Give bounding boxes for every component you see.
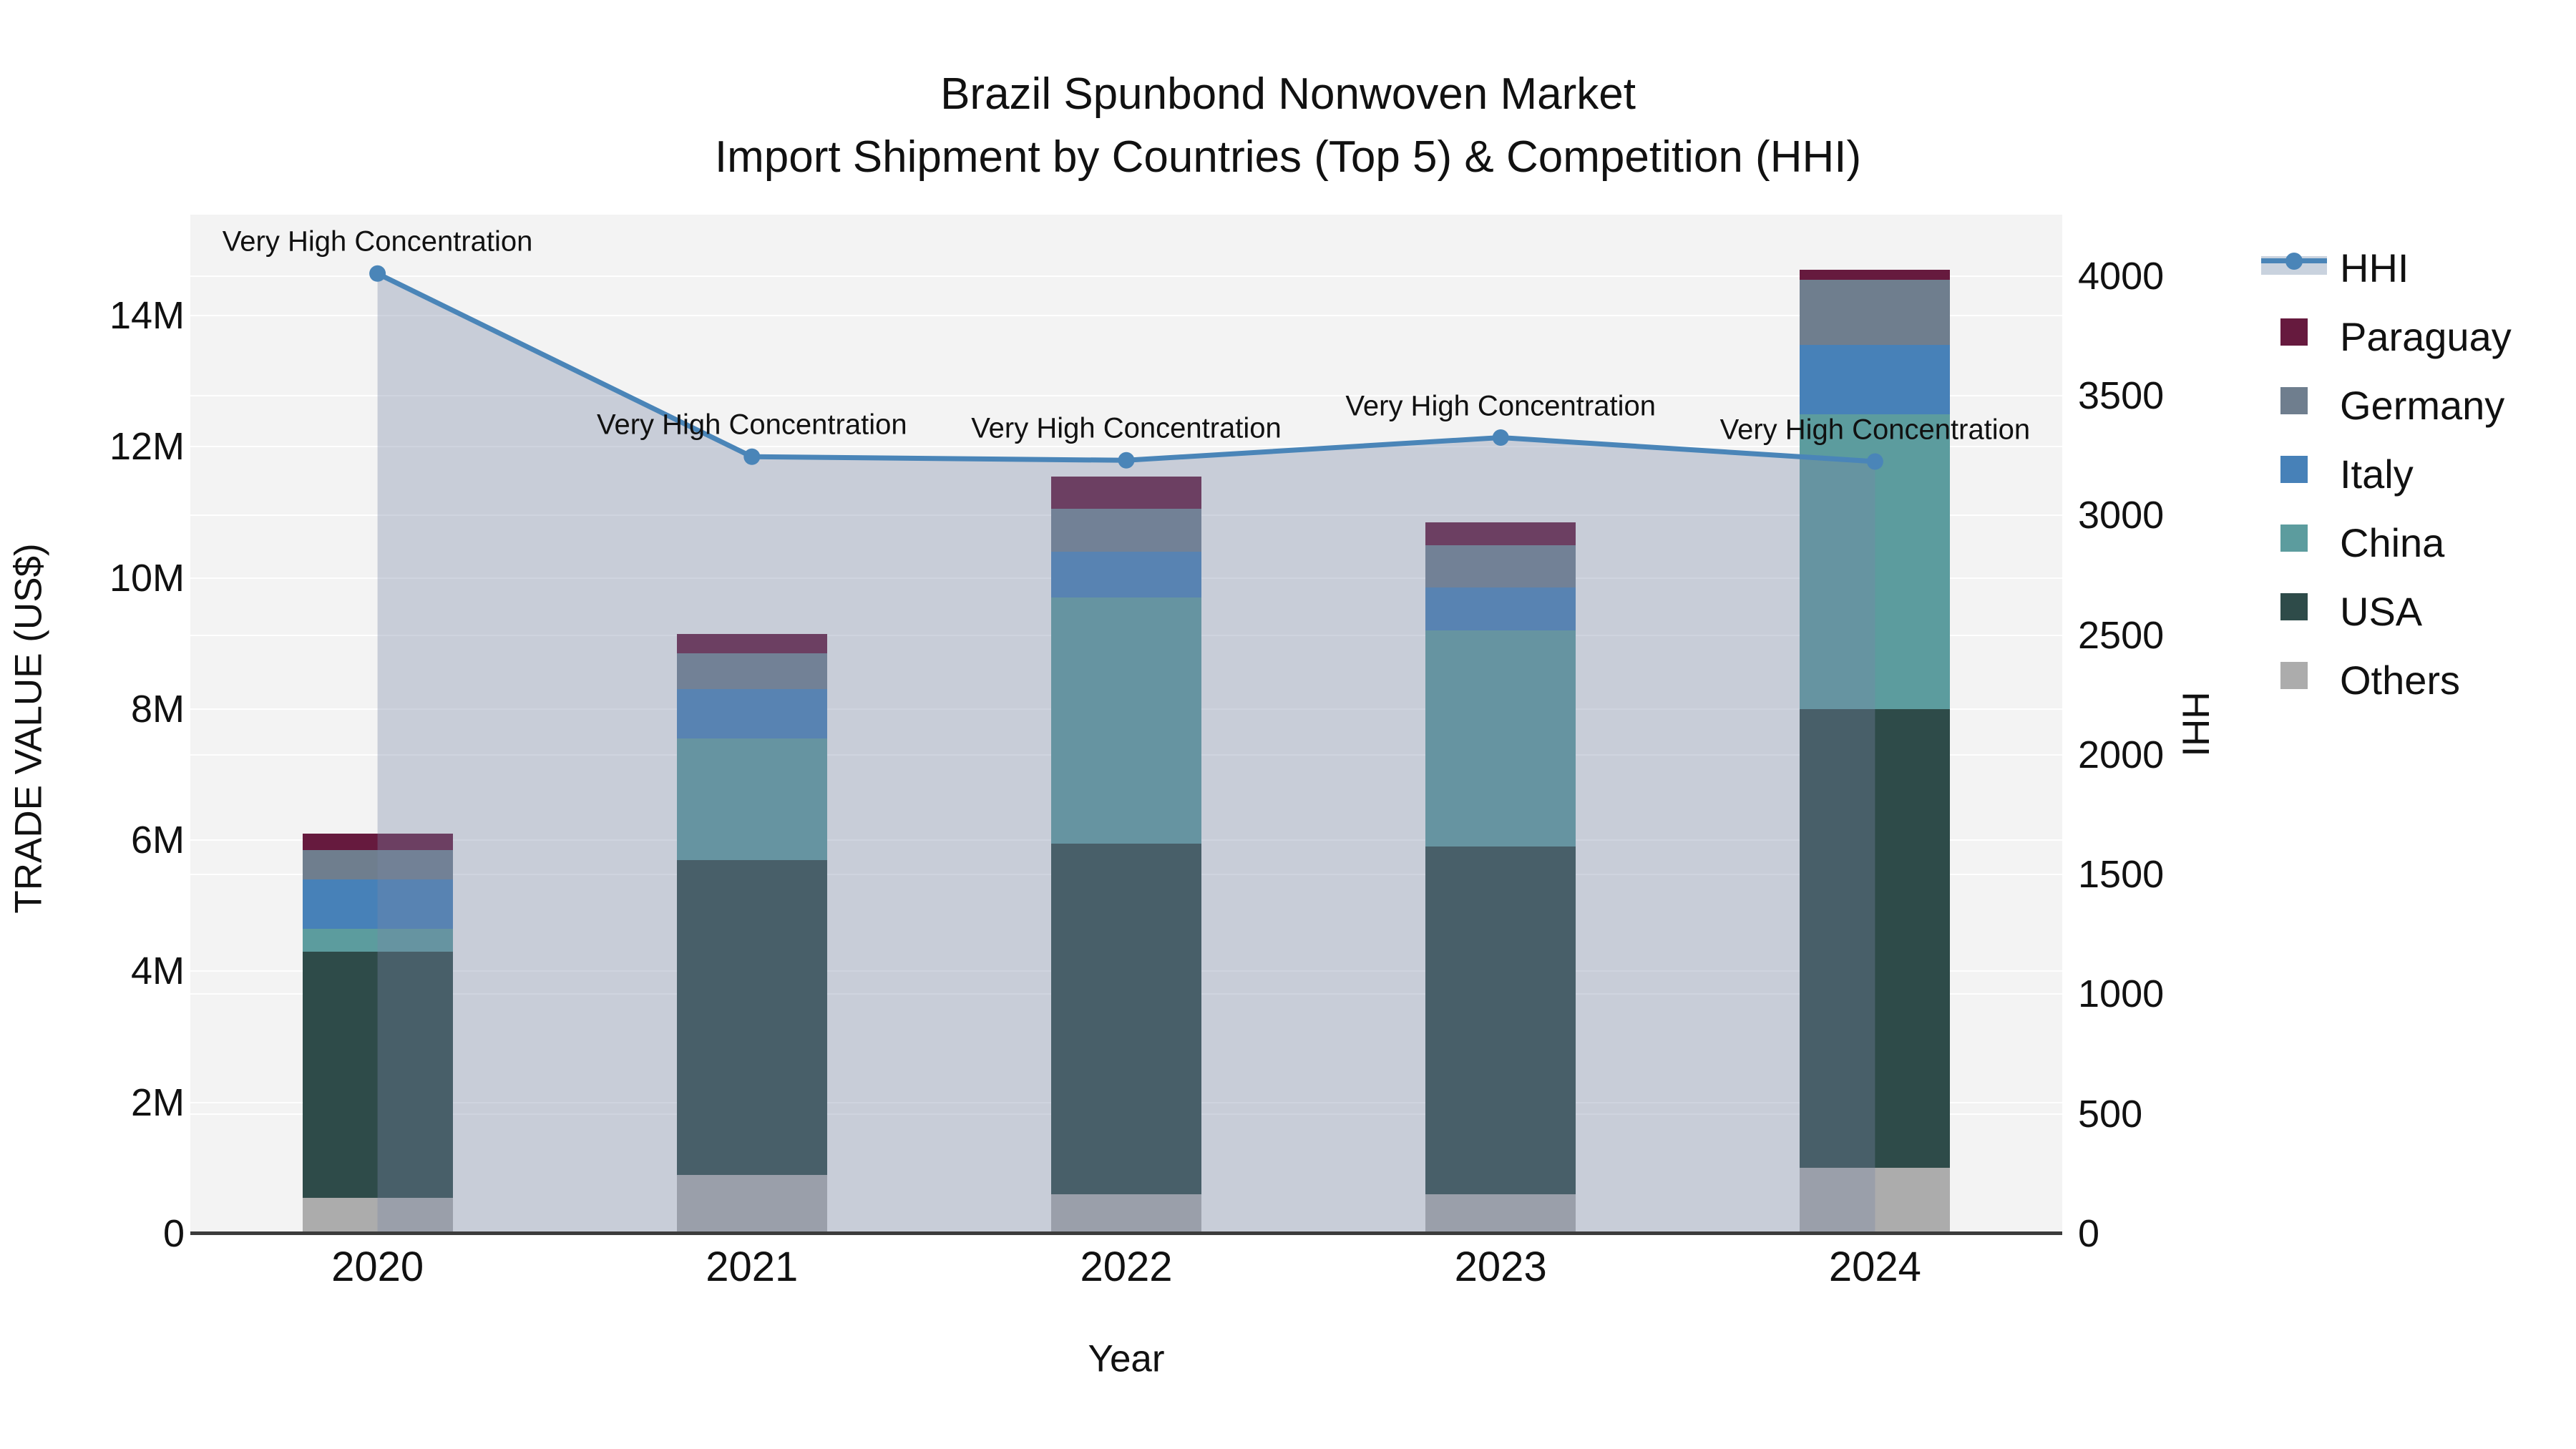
- bar-segment-paraguay-2022[interactable]: [1051, 476, 1201, 509]
- bar-segment-paraguay-2023[interactable]: [1425, 522, 1576, 545]
- y-left-tick-14M: 14M: [109, 294, 185, 338]
- y-right-tick-3000: 3000: [2078, 494, 2165, 537]
- legend-label-others: Others: [2340, 658, 2461, 703]
- gridline-right-3500: [190, 394, 2062, 396]
- y-left-tick-2M: 2M: [130, 1080, 185, 1124]
- y-left-tick-10M: 10M: [109, 556, 185, 600]
- bar-segment-paraguay-2021[interactable]: [676, 633, 827, 654]
- bar-segment-usa-2023[interactable]: [1425, 847, 1576, 1194]
- bar-segment-china-2023[interactable]: [1425, 630, 1576, 847]
- x-tick-2022: 2022: [1080, 1244, 1173, 1290]
- annotation-2024: Very High Concentration: [1719, 414, 2031, 446]
- bar-segment-others-2020[interactable]: [302, 1197, 453, 1234]
- y-right-tick-1000: 1000: [2078, 972, 2165, 1016]
- bar-segment-usa-2021[interactable]: [676, 859, 827, 1175]
- legend-label-italy: Italy: [2340, 452, 2414, 497]
- legend-label-china: China: [2340, 520, 2445, 565]
- legend-swatch-italy: [2280, 456, 2308, 483]
- y-left-tick-0: 0: [162, 1212, 185, 1255]
- chart-title-line1: Brazil Spunbond Nonwoven Market: [940, 69, 1636, 119]
- legend-swatch-others: [2280, 662, 2308, 689]
- bar-segment-germany-2024[interactable]: [1800, 279, 1951, 346]
- bar-segment-others-2022[interactable]: [1051, 1194, 1201, 1234]
- bar-segment-germany-2023[interactable]: [1425, 545, 1576, 588]
- bar-segment-usa-2022[interactable]: [1051, 843, 1201, 1194]
- x-tick-2024: 2024: [1828, 1244, 1921, 1290]
- y-left-tick-8M: 8M: [130, 687, 185, 731]
- y-right-tick-4000: 4000: [2078, 254, 2165, 298]
- legend-swatch-paraguay: [2280, 318, 2308, 346]
- y-axis-left-title: TRADE VALUE (US$): [7, 543, 50, 914]
- bar-segment-paraguay-2024[interactable]: [1800, 269, 1951, 280]
- legend-swatch-china: [2280, 525, 2308, 552]
- gridline-right-4000: [190, 275, 2062, 277]
- hhi-legend-dot: [2285, 253, 2303, 270]
- legend-swatch-usa: [2280, 593, 2308, 620]
- x-tick-2021: 2021: [706, 1244, 799, 1290]
- hhi-legend-marker: [2261, 253, 2327, 275]
- gridline-left-12M: [190, 446, 2062, 448]
- bar-segment-germany-2020[interactable]: [302, 849, 453, 880]
- hhi-area-fill: [377, 273, 1875, 1234]
- hhi-point-2021[interactable]: [743, 448, 761, 465]
- bar-segment-italy-2023[interactable]: [1425, 587, 1576, 630]
- bar-segment-germany-2021[interactable]: [676, 653, 827, 690]
- bar-segment-china-2022[interactable]: [1051, 597, 1201, 844]
- y-axis-right-title: HHI: [2174, 691, 2217, 757]
- bar-segment-usa-2024[interactable]: [1800, 708, 1951, 1169]
- y-right-tick-500: 500: [2078, 1092, 2143, 1136]
- x-tick-2020: 2020: [331, 1244, 424, 1290]
- legend-label-germany: Germany: [2340, 383, 2505, 428]
- bar-segment-italy-2020[interactable]: [302, 879, 453, 929]
- y-left-tick-12M: 12M: [109, 425, 185, 469]
- legend-label-usa: USA: [2340, 589, 2423, 634]
- bar-segment-china-2021[interactable]: [676, 738, 827, 860]
- x-axis-title: Year: [1088, 1337, 1165, 1380]
- legend-label-hhi: HHI: [2340, 245, 2409, 291]
- x-axis-line: [190, 1231, 2062, 1235]
- bar-segment-others-2021[interactable]: [676, 1174, 827, 1234]
- y-right-tick-1500: 1500: [2078, 853, 2165, 897]
- bar-segment-italy-2024[interactable]: [1800, 345, 1951, 414]
- y-left-tick-4M: 4M: [130, 950, 185, 993]
- chart-title-line2: Import Shipment by Countries (Top 5) & C…: [714, 132, 1862, 182]
- hhi-point-2020[interactable]: [369, 265, 386, 282]
- plot-area: [190, 215, 2062, 1234]
- bar-segment-paraguay-2020[interactable]: [302, 834, 453, 850]
- legend-label-paraguay: Paraguay: [2340, 314, 2512, 359]
- hhi-point-2022[interactable]: [1118, 452, 1135, 469]
- y-right-tick-0: 0: [2078, 1212, 2100, 1255]
- gridline-left-14M: [190, 315, 2062, 317]
- y-right-tick-3500: 3500: [2078, 374, 2165, 417]
- bar-segment-china-2020[interactable]: [302, 928, 453, 952]
- bar-segment-others-2024[interactable]: [1800, 1168, 1951, 1234]
- bar-segment-italy-2021[interactable]: [676, 689, 827, 739]
- legend-swatch-germany: [2280, 387, 2308, 414]
- annotation-2020: Very High Concentration: [222, 225, 533, 258]
- annotation-2022: Very High Concentration: [971, 412, 1282, 444]
- y-left-tick-6M: 6M: [130, 819, 185, 862]
- hhi-point-2024[interactable]: [1866, 453, 1883, 470]
- bar-segment-germany-2022[interactable]: [1051, 509, 1201, 552]
- hhi-line-layer: [369, 265, 1883, 1234]
- bar-segment-italy-2022[interactable]: [1051, 552, 1201, 598]
- annotation-2023: Very High Concentration: [1345, 390, 1656, 421]
- bar-segment-usa-2020[interactable]: [302, 951, 453, 1198]
- x-tick-2023: 2023: [1454, 1244, 1547, 1290]
- bar-segment-others-2023[interactable]: [1425, 1194, 1576, 1234]
- hhi-point-2023[interactable]: [1492, 429, 1509, 446]
- y-right-tick-2000: 2000: [2078, 733, 2165, 776]
- y-right-tick-2500: 2500: [2078, 613, 2165, 657]
- annotation-2021: Very High Concentration: [597, 409, 907, 441]
